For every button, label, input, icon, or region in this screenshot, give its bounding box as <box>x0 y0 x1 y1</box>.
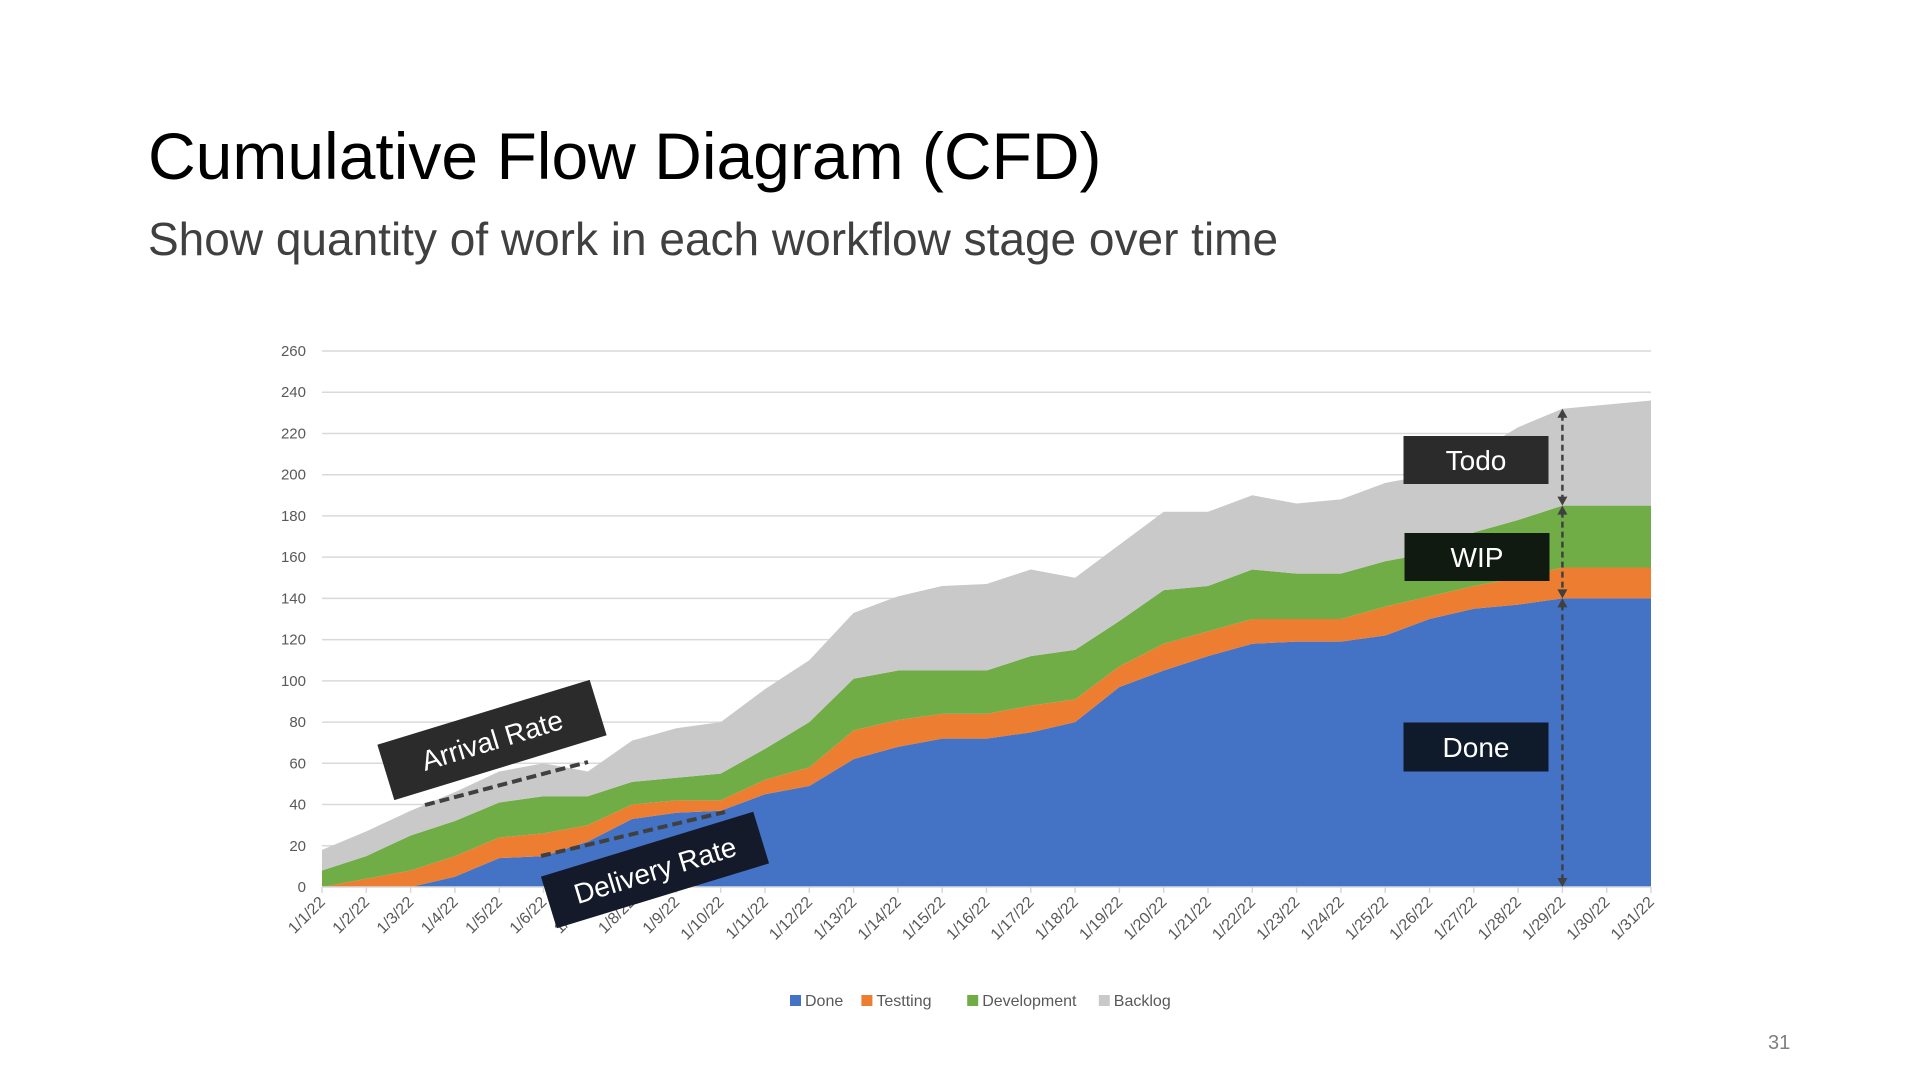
done-callout-label: Done <box>1443 732 1510 763</box>
arrival-rate-callout-bg <box>377 679 607 801</box>
y-tick-label: 40 <box>289 797 306 814</box>
delivery-rate-callout-bg <box>540 811 770 929</box>
x-tick-label: 1/18/22 <box>1032 894 1082 944</box>
legend-label-done: Done <box>805 993 843 1010</box>
arrow-head-up-icon <box>1557 408 1568 418</box>
x-tick-label: 1/24/22 <box>1298 894 1348 944</box>
legend-swatch-done <box>790 995 801 1006</box>
todo-callout-label: Todo <box>1446 445 1507 476</box>
legend-swatch-backlog <box>1098 995 1110 1006</box>
wip-callout: WIP <box>1404 533 1550 581</box>
area-development <box>322 505 1651 887</box>
x-tick-label: 1/31/22 <box>1608 894 1658 944</box>
y-tick-label: 140 <box>281 590 306 607</box>
area-backlog <box>322 400 1651 871</box>
x-tick-label: 1/13/22 <box>811 894 861 944</box>
x-tick-label: 1/17/22 <box>988 894 1038 944</box>
x-tick-label: 1/16/22 <box>944 894 994 944</box>
y-tick-label: 200 <box>281 467 306 484</box>
legend-swatch-testting <box>861 995 873 1006</box>
y-tick-label: 120 <box>281 632 306 649</box>
x-tick-label: 1/5/22 <box>463 894 507 938</box>
y-tick-label: 220 <box>281 425 306 442</box>
done-callout: Done <box>1403 722 1549 772</box>
x-tick-label: 1/20/22 <box>1121 894 1171 944</box>
x-tick-label: 1/19/22 <box>1076 894 1126 944</box>
y-tick-label: 80 <box>289 714 306 731</box>
delivery-rate-line <box>540 810 726 858</box>
todo-callout: Todo <box>1403 436 1549 484</box>
wip-callout-bg <box>1404 533 1550 581</box>
x-tick-label: 1/3/22 <box>374 894 418 938</box>
x-tick-label: 1/2/22 <box>330 894 374 938</box>
arrow-head-up-icon <box>1557 598 1568 608</box>
x-tick-label: 1/10/22 <box>678 894 728 944</box>
x-tick-label: 1/23/22 <box>1254 894 1304 944</box>
x-tick-label: 1/6/22 <box>507 894 551 938</box>
arrival-rate-line <box>424 760 589 807</box>
x-tick-label: 1/28/22 <box>1475 894 1525 944</box>
y-tick-label: 180 <box>281 508 306 525</box>
done-callout-bg <box>1403 722 1549 772</box>
y-tick-label: 60 <box>289 755 306 772</box>
todo-callout-bg <box>1403 436 1549 484</box>
arrow-head-down-icon <box>1557 878 1568 887</box>
x-tick-label: 1/12/22 <box>766 894 816 944</box>
x-tick-label: 1/14/22 <box>855 894 905 944</box>
wip-callout-label: WIP <box>1451 542 1504 573</box>
area-done <box>322 598 1651 887</box>
x-tick-label: 1/21/22 <box>1165 894 1215 944</box>
legend-label-testting: Testting <box>876 993 931 1010</box>
x-tick-label: 1/26/22 <box>1387 894 1437 944</box>
y-tick-label: 260 <box>281 343 306 360</box>
y-tick-label: 0 <box>298 879 306 896</box>
legend-label-backlog: Backlog <box>1114 993 1171 1010</box>
x-tick-label: 1/29/22 <box>1519 894 1569 944</box>
legend-swatch-development <box>967 995 979 1006</box>
x-tick-label: 1/4/22 <box>418 894 462 938</box>
y-tick-label: 240 <box>281 384 306 401</box>
x-tick-label: 1/30/22 <box>1564 894 1614 944</box>
x-tick-label: 1/22/22 <box>1209 894 1259 944</box>
area-testting <box>322 567 1651 887</box>
page-number: 31 <box>1768 1032 1791 1054</box>
y-tick-label: 160 <box>281 549 306 566</box>
arrow-head-down-icon <box>1557 589 1568 599</box>
y-tick-label: 20 <box>289 838 306 855</box>
slide-subtitle: Show quantity of work in each workflow s… <box>148 213 1279 265</box>
x-tick-label: 1/1/22 <box>285 894 329 938</box>
x-tick-label: 1/25/22 <box>1342 894 1392 944</box>
arrow-head-up-icon <box>1557 505 1568 515</box>
x-tick-label: 1/27/22 <box>1431 894 1481 944</box>
x-tick-label: 1/15/22 <box>899 894 949 944</box>
arrow-head-down-icon <box>1557 496 1568 506</box>
legend-label-development: Development <box>982 993 1077 1010</box>
x-tick-label: 1/11/22 <box>723 894 772 943</box>
y-tick-label: 100 <box>281 673 306 690</box>
slide-title: Cumulative Flow Diagram (CFD) <box>148 119 1102 193</box>
